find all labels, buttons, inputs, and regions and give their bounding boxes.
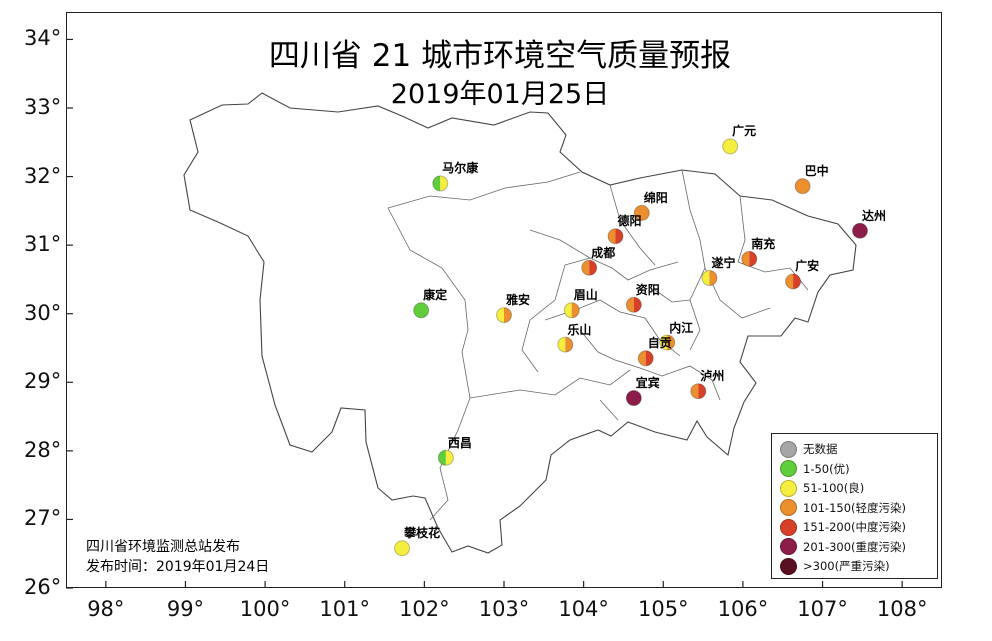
legend-swatch [780, 538, 797, 555]
city-label: 成都 [591, 245, 616, 260]
city-marker [785, 273, 802, 290]
legend-label: 201-300(重度污染) [803, 539, 907, 554]
map-date: 2019年01月25日 [390, 79, 610, 110]
city-marker [637, 350, 654, 367]
city-marker [794, 178, 811, 195]
legend-item: >300(严重污染) [780, 557, 890, 575]
publisher-text: 四川省环境监测总站发布 [86, 539, 240, 555]
city-marker [701, 270, 718, 287]
city-label: 马尔康 [442, 161, 479, 176]
y-tick-label: 28° [24, 437, 62, 462]
city-marker [394, 540, 411, 557]
city-label: 自贡 [647, 336, 672, 351]
city-label: 绵阳 [643, 190, 668, 205]
sichuan-outline [183, 92, 857, 554]
publish-time-text: 发布时间：2019年01月24日 [86, 559, 270, 575]
legend-swatch [780, 440, 797, 458]
city-marker [690, 383, 707, 400]
city-label: 泸州 [700, 369, 725, 384]
city-label: 康定 [423, 288, 448, 303]
x-tick-label: 103° [478, 597, 530, 621]
map-title: 四川省 21 城市环境空气质量预报 [268, 38, 732, 74]
city-label: 眉山 [573, 288, 598, 303]
city-markers [394, 138, 868, 557]
legend-item: 101-150(轻度污染) [780, 499, 906, 517]
city-marker [581, 259, 598, 276]
legend-item: 无数据 [780, 440, 838, 458]
city-marker [432, 175, 449, 192]
aqi-legend: 无数据 1-50(优) 51-100(良) 101-150(轻度污染) 151-200(… [771, 433, 938, 579]
x-tick-label: 102° [399, 597, 450, 621]
city-marker [633, 204, 650, 221]
legend-label: 151-200(中度污染) [803, 520, 907, 534]
x-tick-label: 105° [637, 597, 689, 621]
city-marker [437, 449, 454, 466]
city-label: 西昌 [447, 435, 472, 450]
legend-item: 151-200(中度污染) [780, 518, 906, 536]
axis-ticks [66, 38, 903, 589]
city-label: 遂宁 [711, 256, 736, 271]
city-label: 巴中 [804, 164, 829, 179]
city-marker [496, 307, 512, 324]
x-tick-label: 98° [87, 597, 125, 621]
y-tick-label: 27° [24, 506, 62, 531]
city-marker [413, 302, 430, 319]
legend-swatch [780, 499, 797, 516]
y-tick-label: 26° [24, 575, 62, 599]
legend-item: 201-300(重度污染) [780, 538, 906, 556]
legend-label: 1-50(优) [803, 461, 850, 476]
city-marker [625, 390, 642, 407]
y-tick-label: 30° [24, 300, 62, 325]
city-label: 攀枝花 [404, 526, 441, 541]
city-label: 宜宾 [635, 376, 660, 391]
legend-label: >300(严重污染) [803, 559, 890, 573]
y-tick-label: 34° [24, 26, 62, 51]
x-tick-label: 101° [319, 597, 371, 621]
legend-swatch [780, 518, 797, 536]
x-tick-label: 106° [717, 597, 769, 621]
legend-swatch [780, 460, 797, 477]
x-tick-label: 104° [558, 597, 609, 621]
city-marker [722, 138, 739, 155]
city-label: 雅安 [506, 293, 531, 308]
y-tick-label: 29° [24, 369, 62, 394]
city-label: 广安 [795, 259, 820, 274]
city-marker [851, 222, 868, 239]
x-tick-label: 108° [876, 597, 928, 621]
city-marker [607, 228, 624, 245]
legend-swatch [780, 557, 797, 575]
y-tick-label: 32° [24, 163, 62, 188]
city-marker [625, 296, 642, 313]
city-marker [563, 302, 580, 319]
y-tick-label: 33° [24, 95, 62, 119]
city-label: 资阳 [635, 282, 660, 297]
city-label: 内江 [669, 320, 694, 335]
city-label: 德阳 [617, 214, 642, 229]
city-marker [741, 250, 758, 267]
x-tick-label: 100° [239, 597, 291, 621]
legend-swatch [780, 479, 797, 497]
city-label: 南充 [751, 236, 776, 251]
legend-label: 无数据 [803, 442, 838, 456]
legend-label: 51-100(良) [803, 481, 865, 495]
city-label: 广元 [732, 124, 757, 139]
y-tick-label: 31° [24, 232, 62, 257]
legend-item: 1-50(优) [780, 460, 850, 478]
city-label: 乐山 [567, 322, 592, 337]
city-label: 达州 [861, 208, 886, 223]
x-tick-label: 107° [797, 597, 848, 621]
legend-item: 51-100(良) [780, 479, 864, 497]
city-marker [659, 334, 676, 351]
x-tick-label: 99° [166, 597, 205, 621]
legend-label: 101-150(轻度污染) [803, 500, 907, 515]
city-marker [557, 336, 574, 353]
